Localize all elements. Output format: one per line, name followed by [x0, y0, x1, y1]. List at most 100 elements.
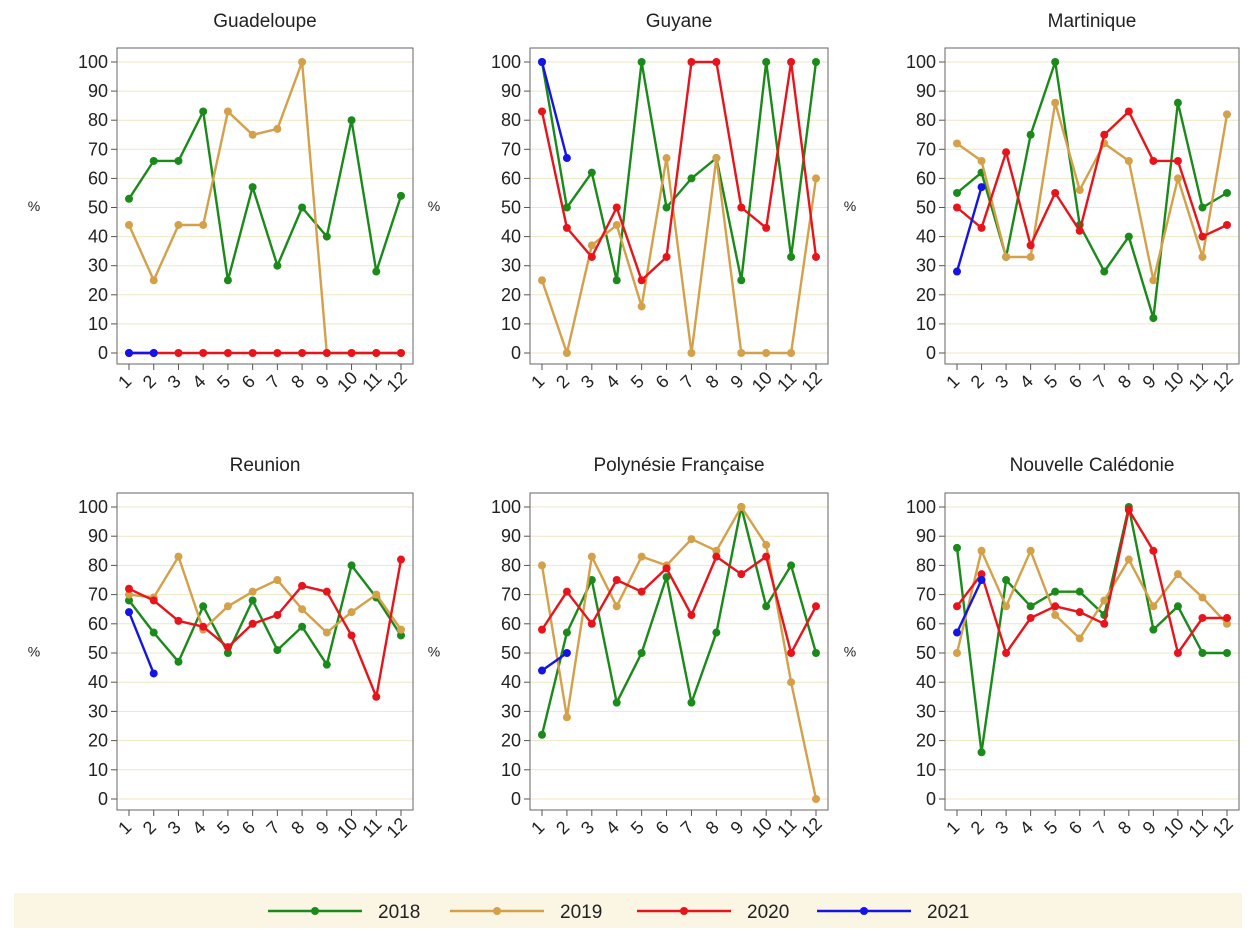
data-point	[1051, 587, 1060, 596]
x-tick-label: 9	[726, 371, 747, 392]
data-point	[1100, 619, 1109, 628]
y-tick-label: 50	[88, 198, 108, 218]
data-point	[637, 649, 646, 657]
series-2018	[125, 561, 405, 669]
panel-title: Martinique	[1048, 11, 1137, 32]
data-point	[1002, 252, 1011, 261]
data-point	[637, 276, 646, 285]
series-line	[540, 505, 818, 800]
plot-frame	[116, 47, 414, 365]
series-2021	[953, 576, 986, 637]
y-tick-label: 100	[78, 497, 108, 517]
x-tick-label: 1	[527, 817, 548, 838]
series-2020	[125, 349, 405, 357]
plot-frame	[116, 492, 414, 811]
x-tick-label: 4	[602, 817, 623, 838]
series-line	[540, 156, 818, 355]
data-point	[273, 261, 282, 270]
data-point	[1124, 505, 1133, 514]
data-point	[298, 581, 307, 590]
x-tick-label: 4	[1016, 371, 1037, 392]
data-point	[199, 602, 208, 611]
data-point	[687, 349, 696, 357]
series-2020	[953, 107, 1231, 250]
data-point	[587, 241, 596, 250]
data-point	[174, 552, 183, 561]
x-tick-label: 8	[1114, 371, 1135, 392]
data-point	[587, 252, 596, 261]
data-point	[372, 267, 381, 276]
data-point	[1198, 232, 1207, 241]
series-2021	[538, 58, 571, 163]
data-point	[762, 58, 771, 66]
series-line	[540, 60, 818, 282]
x-tick-label: 6	[1065, 371, 1086, 392]
data-point	[1198, 649, 1207, 657]
y-tick-label: 50	[501, 198, 521, 218]
data-point	[174, 657, 183, 666]
data-point	[812, 795, 820, 803]
y-tick-label: 30	[501, 256, 521, 276]
plot-frame	[944, 47, 1240, 365]
x-tick-label: 9	[312, 371, 333, 392]
data-point	[1026, 252, 1035, 261]
data-point	[248, 619, 257, 628]
data-point	[787, 678, 796, 687]
data-point	[1051, 98, 1060, 107]
x-tick-label: 10	[333, 814, 361, 842]
x-tick-label: 5	[1040, 817, 1061, 838]
x-tick-label: 1	[527, 371, 548, 392]
legend-swatch-marker	[860, 907, 868, 915]
x-tick-label: 3	[991, 817, 1012, 838]
x-tick-label: 9	[1139, 817, 1160, 838]
data-point	[298, 605, 307, 614]
data-point	[1026, 602, 1035, 611]
data-point	[1223, 220, 1231, 229]
data-point	[762, 349, 771, 357]
x-tick-label: 3	[991, 371, 1012, 392]
y-tick-label: 50	[916, 643, 936, 663]
data-point	[953, 188, 961, 197]
y-tick-label: 60	[88, 168, 108, 188]
data-point	[687, 535, 696, 544]
y-tick-label: 30	[916, 256, 936, 276]
data-point	[977, 546, 986, 555]
data-point	[662, 154, 671, 163]
panel: Polynésie Française% 0 10 20 30 40 50 60 70 80 90 1…	[428, 455, 829, 842]
y-tick-label: 50	[88, 643, 108, 663]
data-point	[737, 503, 746, 511]
data-point	[1223, 649, 1231, 657]
data-point	[953, 267, 961, 276]
y-tick-label: 50	[916, 198, 936, 218]
data-point	[1173, 649, 1182, 657]
data-point	[199, 107, 208, 116]
data-point	[273, 349, 282, 357]
x-tick-label: 7	[677, 371, 698, 392]
data-point	[1026, 546, 1035, 555]
y-tick-label: 50	[501, 643, 521, 663]
legend-label: 2019	[560, 902, 602, 923]
x-tick-label: 8	[702, 817, 723, 838]
y-tick-label: 0	[926, 789, 936, 809]
data-point	[223, 649, 232, 657]
data-point	[787, 252, 796, 261]
x-tick-label: 5	[213, 371, 234, 392]
data-point	[637, 302, 646, 311]
data-point	[347, 608, 356, 617]
y-tick-label: 10	[501, 314, 521, 334]
series-2018	[538, 503, 820, 739]
data-point	[587, 576, 596, 584]
y-tick-label: 60	[501, 168, 521, 188]
y-axis-label: %	[844, 644, 856, 660]
data-point	[662, 203, 671, 212]
series-line	[956, 110, 1228, 247]
series-2019	[953, 98, 1231, 285]
y-tick-label: 20	[501, 285, 521, 305]
data-point	[347, 561, 356, 570]
data-point	[1149, 546, 1158, 555]
x-tick-label: 1	[942, 817, 963, 838]
data-point	[587, 619, 596, 628]
data-point	[397, 191, 405, 200]
y-tick-label: 0	[98, 343, 108, 363]
